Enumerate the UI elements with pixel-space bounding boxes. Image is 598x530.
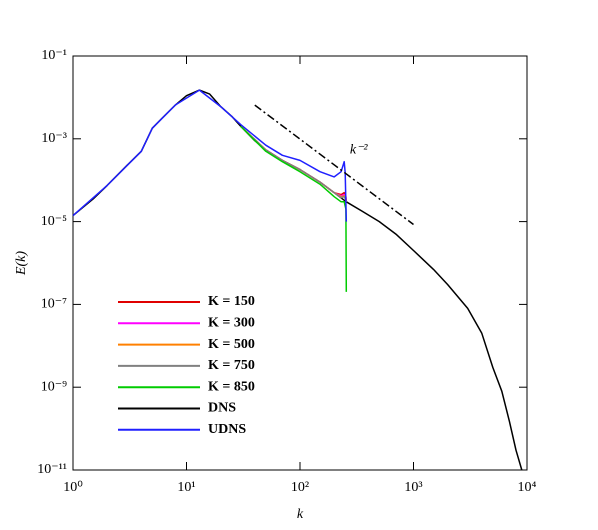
x-tick-label: 10⁴	[518, 480, 537, 495]
legend-label: DNS	[208, 401, 236, 416]
legend-label: K = 850	[208, 379, 255, 394]
y-tick-label: 10⁻⁹	[41, 379, 67, 394]
y-tick-label: 10⁻¹	[41, 48, 67, 63]
y-tick-label: 10⁻⁷	[41, 297, 67, 312]
legend-label: UDNS	[208, 422, 246, 437]
legend-label: K = 150	[208, 294, 255, 309]
y-tick-label: 10⁻¹¹	[37, 462, 67, 477]
legend-label: K = 500	[208, 337, 255, 352]
x-axis-label: k	[297, 507, 304, 522]
x-tick-label: 10¹	[177, 480, 195, 495]
y-axis-label: E(k)	[14, 251, 29, 276]
annotation: k⁻²	[350, 142, 369, 157]
series-line	[72, 89, 348, 222]
x-tick-label: 10³	[404, 480, 422, 495]
x-tick-label: 10²	[291, 480, 309, 495]
reference-line	[254, 104, 414, 226]
y-tick-label: 10⁻⁵	[41, 214, 67, 229]
legend-label: K = 750	[208, 358, 255, 373]
legend-label: K = 300	[208, 316, 255, 331]
y-tick-label: 10⁻³	[41, 131, 67, 146]
series-line	[240, 125, 348, 292]
x-tick-label: 10⁰	[63, 480, 83, 495]
series-line	[72, 89, 523, 471]
